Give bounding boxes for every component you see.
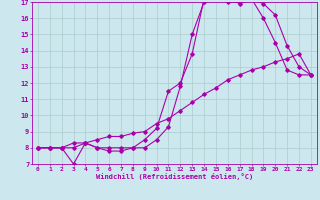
- X-axis label: Windchill (Refroidissement éolien,°C): Windchill (Refroidissement éolien,°C): [96, 173, 253, 180]
